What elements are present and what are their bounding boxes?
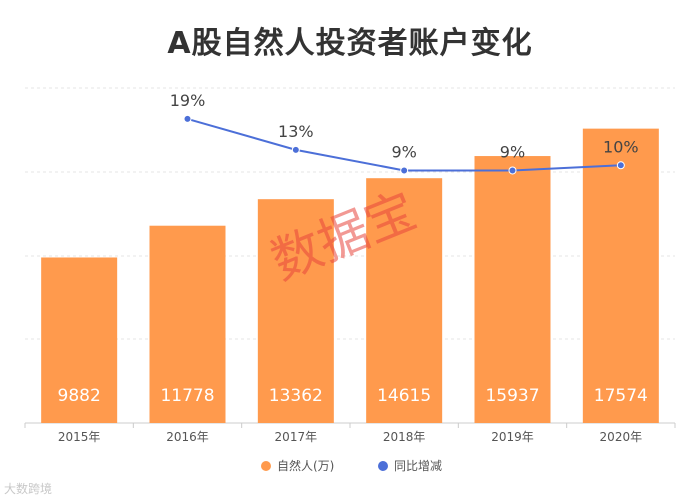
line-point — [183, 114, 192, 123]
bar-series — [41, 128, 659, 424]
x-tick-label: 2019年 — [491, 430, 534, 444]
grid-lines — [25, 87, 675, 424]
x-tick-label: 2017年 — [275, 430, 318, 444]
x-axis-tick-labels: 2015年 2016年 2017年 2018年 2019年 2020年 — [24, 423, 676, 444]
line-value-label: 9% — [500, 142, 525, 161]
bar-value-label: 15937 — [485, 386, 539, 406]
bar — [582, 128, 659, 423]
line-point — [508, 166, 517, 175]
chart-title: A股自然人投资者账户变化 — [167, 26, 533, 61]
x-tick-label: 2020年 — [600, 430, 643, 444]
legend-label-line: 同比增减 — [394, 459, 442, 473]
line-point — [291, 145, 300, 154]
bar-value-label: 11778 — [160, 386, 214, 406]
bar-value-label: 17574 — [594, 386, 648, 406]
bar — [474, 156, 551, 424]
legend: 自然人(万) 同比增减 — [261, 458, 442, 473]
bar-value-labels: 9882 11778 13362 14615 15937 17574 — [58, 386, 648, 406]
line-point — [400, 166, 409, 175]
x-tick-label: 2018年 — [383, 430, 426, 444]
legend-marker-bar — [261, 461, 271, 471]
line-value-label: 13% — [278, 122, 314, 141]
line-series — [183, 114, 625, 175]
legend-marker-line — [378, 461, 388, 471]
x-tick-label: 2016年 — [166, 430, 209, 444]
footer-logo: 大数跨境 — [4, 482, 53, 496]
line-value-label: 10% — [603, 137, 639, 156]
bar — [149, 225, 226, 423]
x-tick-label: 2015年 — [58, 430, 101, 444]
line-value-label: 19% — [170, 91, 206, 110]
legend-label-bar: 自然人(万) — [277, 458, 334, 473]
line-value-label: 9% — [391, 142, 416, 161]
line-point — [616, 161, 625, 170]
bar-value-label: 9882 — [58, 386, 101, 406]
bar — [366, 178, 443, 423]
bar — [41, 257, 118, 423]
bar — [257, 199, 334, 423]
bar-value-label: 14615 — [377, 386, 431, 406]
line-value-labels: 19% 13% 9% 9% 10% — [170, 91, 639, 162]
bar-value-label: 13362 — [269, 386, 323, 406]
